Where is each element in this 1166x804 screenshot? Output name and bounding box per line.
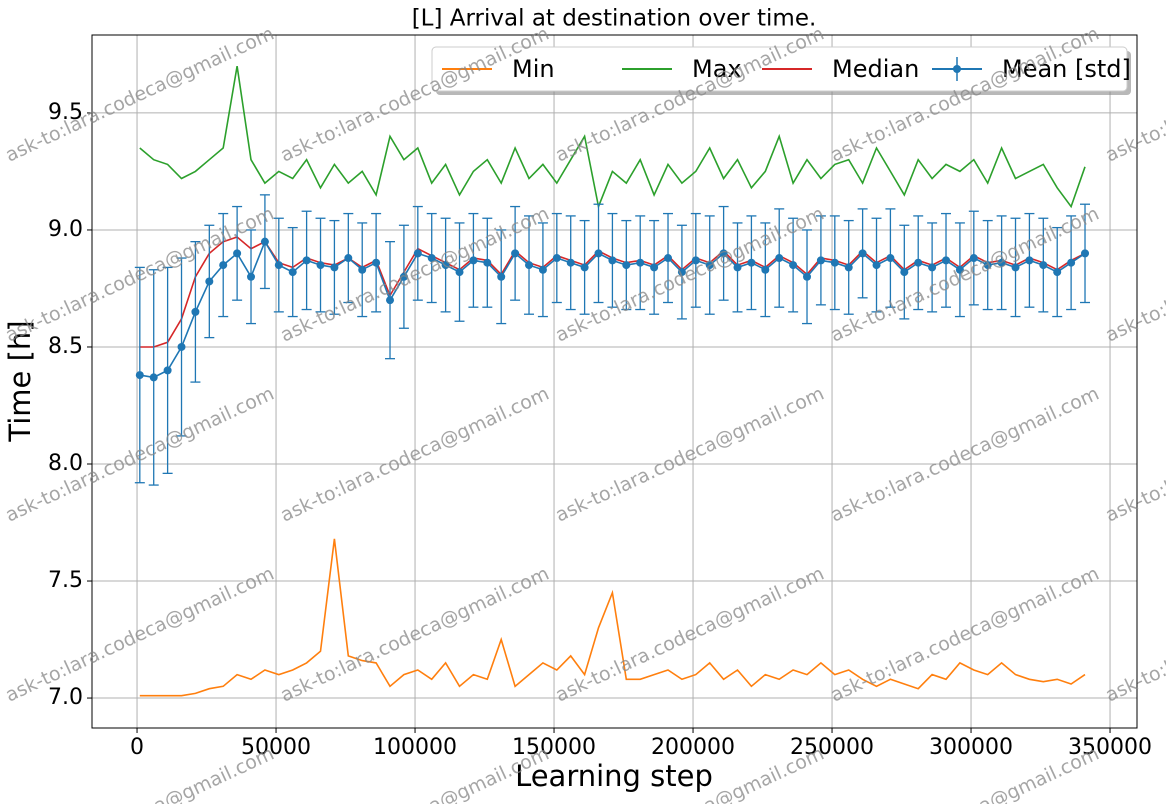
mean-marker: [233, 249, 242, 258]
mean-marker: [288, 268, 297, 277]
mean-marker: [386, 296, 395, 305]
mean-marker: [177, 342, 186, 351]
mean-marker: [191, 307, 200, 316]
mean-marker: [1039, 261, 1048, 270]
mean-marker: [302, 256, 311, 265]
mean-marker: [789, 261, 798, 270]
mean-marker: [135, 371, 144, 380]
mean-marker: [1067, 258, 1076, 267]
mean-marker: [1011, 263, 1020, 272]
legend-label: Min: [512, 55, 555, 83]
mean-marker: [219, 261, 228, 270]
mean-marker: [858, 249, 867, 258]
mean-marker: [705, 261, 714, 270]
mean-marker: [775, 254, 784, 263]
line-series: [139, 65, 1086, 210]
x-tick-label: 100000: [373, 735, 457, 760]
x-tick-label: 50000: [241, 735, 311, 760]
mean-marker: [928, 263, 937, 272]
plot-frame: [91, 34, 1138, 729]
legend-label: Median: [832, 55, 919, 83]
mean-marker: [761, 265, 770, 274]
y-tick-label: 7.0: [48, 685, 83, 710]
mean-marker: [399, 272, 408, 281]
mean-marker: [733, 263, 742, 272]
mean-marker: [677, 268, 686, 277]
x-tick-label: 0: [130, 735, 144, 760]
mean-marker: [260, 237, 269, 246]
mean-marker: [358, 265, 367, 274]
mean-marker: [803, 272, 812, 281]
mean-marker: [691, 256, 700, 265]
mean-marker: [594, 249, 603, 258]
mean-marker: [969, 254, 978, 263]
mean-marker: [413, 249, 422, 258]
mean-marker: [205, 277, 214, 286]
mean-marker: [497, 272, 506, 281]
mean-marker: [650, 263, 659, 272]
mean-marker: [1081, 249, 1090, 258]
mean-marker: [719, 249, 728, 258]
x-tick-label: 250000: [790, 735, 874, 760]
legend-label: Mean [std]: [1002, 55, 1131, 83]
mean-marker: [525, 261, 534, 270]
mean-marker: [816, 256, 825, 265]
mean-marker: [747, 258, 756, 267]
y-axis-label: Time [h]: [3, 320, 37, 442]
mean-marker: [427, 254, 436, 263]
mean-marker: [1025, 256, 1034, 265]
mean-marker: [608, 256, 617, 265]
mean-marker: [469, 256, 478, 265]
mean-marker: [149, 373, 158, 382]
mean-marker: [622, 261, 631, 270]
mean-marker: [330, 263, 339, 272]
mean-marker: [511, 249, 520, 258]
line-series: [139, 538, 1086, 697]
mean-marker: [830, 258, 839, 267]
mean-marker: [872, 261, 881, 270]
y-tick-label: 9.5: [48, 100, 83, 125]
legend-swatch: [953, 65, 961, 73]
x-tick-label: 300000: [929, 735, 1013, 760]
mean-marker: [552, 254, 561, 263]
x-tick-label: 350000: [1068, 735, 1152, 760]
mean-marker: [455, 268, 464, 277]
mean-marker: [664, 254, 673, 263]
mean-marker: [636, 258, 645, 267]
mean-marker: [441, 261, 450, 270]
mean-marker: [274, 261, 283, 270]
legend-label: Max: [692, 55, 742, 83]
mean-marker: [844, 263, 853, 272]
mean-marker: [372, 258, 381, 267]
y-tick-label: 8.0: [48, 451, 83, 476]
mean-marker: [900, 268, 909, 277]
mean-marker: [1053, 268, 1062, 277]
mean-marker: [344, 254, 353, 263]
mean-marker: [983, 261, 992, 270]
mean-marker: [483, 258, 492, 267]
x-axis-label: Learning step: [515, 759, 713, 793]
mean-marker: [538, 265, 547, 274]
mean-marker: [247, 272, 256, 281]
y-tick-label: 9.0: [48, 217, 83, 242]
x-tick-label: 200000: [651, 735, 735, 760]
mean-marker: [566, 258, 575, 267]
mean-marker: [163, 366, 172, 375]
mean-marker: [997, 258, 1006, 267]
x-tick-label: 150000: [512, 735, 596, 760]
mean-marker: [886, 254, 895, 263]
chart-title: [L] Arrival at destination over time.: [412, 6, 817, 32]
y-tick-label: 7.5: [48, 568, 83, 593]
mean-marker: [942, 256, 951, 265]
plot-area: [92, 35, 1137, 728]
mean-marker: [580, 263, 589, 272]
mean-marker: [955, 265, 964, 274]
mean-marker: [316, 261, 325, 270]
mean-marker: [914, 258, 923, 267]
y-tick-label: 8.5: [48, 334, 83, 359]
